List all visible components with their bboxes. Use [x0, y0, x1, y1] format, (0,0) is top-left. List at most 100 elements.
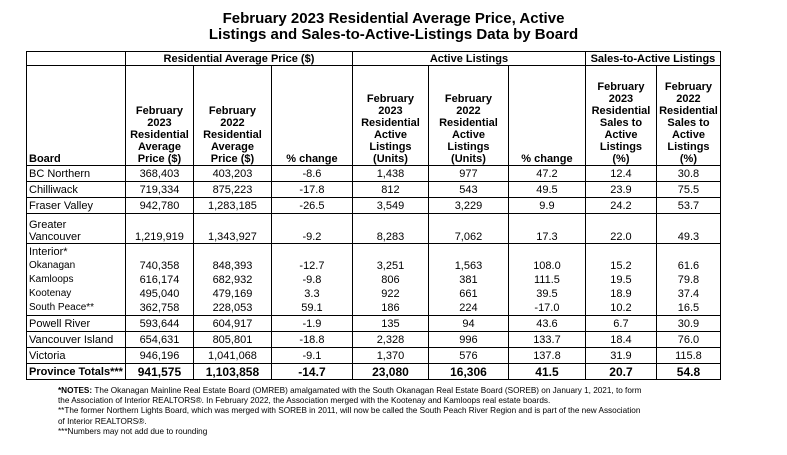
board-name: Kootenay	[26, 287, 126, 301]
board-name: Fraser Valley	[26, 197, 126, 214]
table-row: Powell River 593,644 604,917 -1.9 135 94…	[26, 315, 721, 332]
ratio-2023-cell: 18.9	[584, 287, 657, 301]
ratio-2022-cell: 30.9	[655, 315, 721, 332]
price-2023-cell: 941,575	[124, 363, 194, 380]
price-2022-cell: 403,203	[192, 165, 272, 182]
ratio-2022-cell: 76.0	[655, 331, 721, 348]
ratio-2022-cell: 37.4	[655, 287, 721, 301]
price-change-cell: -26.5	[270, 197, 353, 214]
active-change-cell: 137.8	[507, 347, 586, 364]
ratio-2022-cell: 53.7	[655, 197, 721, 214]
price-2023-cell: 593,644	[124, 315, 194, 332]
board-name: Greater Vancouver	[26, 213, 126, 244]
report-title: February 2023 Residential Average Price,…	[0, 11, 787, 43]
price-2023-cell: 368,403	[124, 165, 194, 182]
price-2022-cell: 1,103,858	[192, 363, 272, 380]
price-change-cell: -17.8	[270, 181, 353, 198]
price-change-cell: -8.6	[270, 165, 353, 182]
ratio-2023-cell: 19.5	[584, 273, 657, 287]
price-2023-cell: 740,358	[124, 259, 194, 273]
active-change-cell: 47.2	[507, 165, 586, 182]
active-2023-cell: 3,251	[351, 259, 429, 273]
active-change-cell: 17.3	[507, 213, 586, 244]
board-name: Province Totals***	[26, 363, 126, 380]
price-2022-cell: 805,801	[192, 331, 272, 348]
active-change-cell: 9.9	[507, 197, 586, 214]
active-2023-cell: 812	[351, 181, 429, 198]
price-2022-cell: 1,041,068	[192, 347, 272, 364]
ratio-2023-cell: 20.7	[584, 363, 657, 380]
active-2022-cell: 661	[427, 287, 509, 301]
table-row: Okanagan 740,358 848,393 -12.7 3,251 1,5…	[26, 259, 721, 273]
active-2023-cell: 186	[351, 301, 429, 316]
price-2023-cell: 1,219,919	[124, 213, 194, 244]
col-header-active-change: % change	[507, 65, 586, 166]
ratio-2022-cell: 61.6	[655, 259, 721, 273]
board-name: Victoria	[26, 347, 126, 364]
ratio-2023-cell: 31.9	[584, 347, 657, 364]
price-2022-cell: 848,393	[192, 259, 272, 273]
price-2023-cell: 616,174	[124, 273, 194, 287]
price-change-cell: -14.7	[270, 363, 353, 380]
footnote-2-cont: of Interior REALTORS®.	[58, 416, 147, 426]
board-name: Okanagan	[26, 259, 126, 273]
group-header-avg-price: Residential Average Price ($)	[124, 51, 353, 66]
group-header-active-listings: Active Listings	[351, 51, 586, 66]
active-2022-cell: 996	[427, 331, 509, 348]
col-header-price-2022: February 2022 Residential Average Price ($)	[192, 65, 272, 166]
active-change-cell: 43.6	[507, 315, 586, 332]
active-2023-cell: 8,283	[351, 213, 429, 244]
ratio-2023-cell: 12.4	[584, 165, 657, 182]
active-2023-cell: 1,370	[351, 347, 429, 364]
price-change-cell: -9.2	[270, 213, 353, 244]
ratio-2022-cell: 75.5	[655, 181, 721, 198]
active-2023-cell: 1,438	[351, 165, 429, 182]
active-change-cell: 39.5	[507, 287, 586, 301]
col-header-ratio-2023: February 2023 Residential Sales to Active Lis…	[584, 65, 657, 166]
ratio-2022-cell: 79.8	[655, 273, 721, 287]
ratio-2022-cell: 49.3	[655, 213, 721, 244]
price-2023-cell: 942,780	[124, 197, 194, 214]
ratio-2023-cell: 24.2	[584, 197, 657, 214]
price-2022-cell: 228,053	[192, 301, 272, 316]
price-change-cell: -9.8	[270, 273, 353, 287]
title-line-1: February 2023 Residential Average Price,…	[222, 10, 565, 27]
footnote-1: *NOTES: The Okanagan Mainline Real Estat…	[58, 386, 642, 395]
active-2023-cell: 922	[351, 287, 429, 301]
active-2022-cell: 94	[427, 315, 509, 332]
price-2022-cell: 1,343,927	[192, 213, 272, 244]
active-2023-cell: 2,328	[351, 331, 429, 348]
table-row: South Peace** 362,758 228,053 59.1 186 2…	[26, 301, 721, 316]
ratio-2023-cell: 18.4	[584, 331, 657, 348]
ratio-2023-cell: 15.2	[584, 259, 657, 273]
col-header-board: Board	[26, 65, 126, 166]
price-change-cell: -12.7	[270, 259, 353, 273]
board-name: South Peace**	[26, 301, 126, 316]
active-2022-cell: 977	[427, 165, 509, 182]
board-name: Powell River	[26, 315, 126, 332]
table-row: Vancouver Island 654,631 805,801 -18.8 2…	[26, 331, 721, 348]
footnote-1-cont: the Association of Interior REALTORS®. I…	[58, 396, 551, 406]
price-change-cell: 59.1	[270, 301, 353, 316]
price-2022-cell: 682,932	[192, 273, 272, 287]
active-2022-cell: 576	[427, 347, 509, 364]
ratio-2023-cell: 22.0	[584, 213, 657, 244]
board-name: Vancouver Island	[26, 331, 126, 348]
ratio-2022-cell: 16.5	[655, 301, 721, 316]
ratio-2022-cell: 30.8	[655, 165, 721, 182]
ratio-2023-cell: 23.9	[584, 181, 657, 198]
table-row: Chilliwack 719,334 875,223 -17.8 812 543…	[26, 181, 721, 198]
active-2023-cell: 23,080	[351, 363, 429, 380]
active-change-cell: 133.7	[507, 331, 586, 348]
group-header-blank	[26, 51, 126, 66]
table-row: Fraser Valley 942,780 1,283,185 -26.5 3,…	[26, 197, 721, 214]
active-2022-cell: 1,563	[427, 259, 509, 273]
footnote-3: ***Numbers may not add due to rounding	[58, 426, 208, 436]
price-2022-cell: 1,283,185	[192, 197, 272, 214]
col-header-price-change: % change	[270, 65, 353, 166]
col-header-active-2022: February 2022 Residential Active Listings (Un…	[427, 65, 509, 166]
active-change-cell: -17.0	[507, 301, 586, 316]
table-row-interior-header: Interior*	[26, 243, 721, 259]
active-2022-cell: 543	[427, 181, 509, 198]
price-2022-cell: 479,169	[192, 287, 272, 301]
